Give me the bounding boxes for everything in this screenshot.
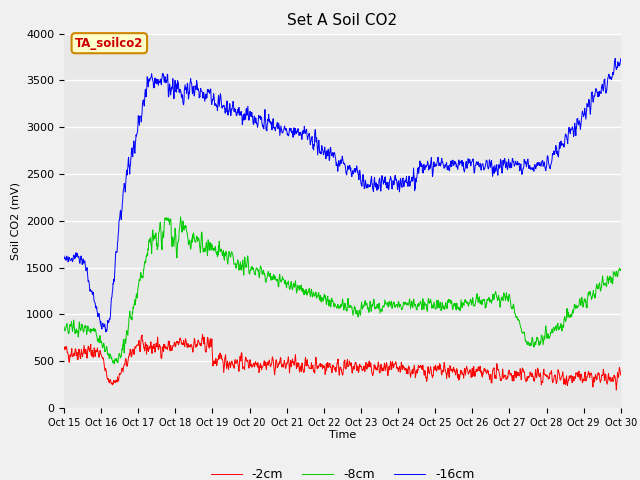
-2cm: [126, 352, 134, 358]
Legend: -2cm, -8cm, -16cm: -2cm, -8cm, -16cm: [205, 463, 479, 480]
-8cm: [297, 282, 305, 288]
-2cm: [198, 332, 206, 337]
-16cm: [318, 144, 326, 150]
X-axis label: Time: Time: [329, 431, 356, 441]
-8cm: [60, 324, 68, 329]
Text: TA_soilco2: TA_soilco2: [75, 36, 143, 50]
-2cm: [297, 363, 305, 369]
-8cm: [319, 296, 326, 301]
-8cm: [617, 267, 625, 273]
Line: -2cm: -2cm: [64, 335, 621, 390]
-8cm: [110, 361, 118, 367]
-16cm: [126, 162, 134, 168]
-8cm: [103, 345, 111, 351]
Title: Set A Soil CO2: Set A Soil CO2: [287, 13, 397, 28]
-8cm: [126, 312, 134, 318]
-16cm: [60, 253, 68, 259]
-2cm: [318, 362, 326, 368]
-8cm: [378, 307, 385, 312]
-16cm: [308, 133, 316, 139]
-16cm: [297, 130, 305, 135]
-8cm: [177, 214, 184, 220]
Line: -8cm: -8cm: [64, 217, 621, 364]
-2cm: [103, 375, 111, 381]
-2cm: [378, 361, 385, 367]
-16cm: [102, 329, 110, 335]
-2cm: [308, 363, 316, 369]
Y-axis label: Soil CO2 (mV): Soil CO2 (mV): [11, 182, 20, 260]
-2cm: [60, 347, 68, 353]
-2cm: [617, 372, 625, 378]
-16cm: [378, 184, 385, 190]
-8cm: [308, 294, 316, 300]
-2cm: [612, 387, 620, 393]
Line: -16cm: -16cm: [64, 59, 621, 332]
-16cm: [617, 56, 625, 61]
-16cm: [104, 321, 111, 326]
-16cm: [611, 56, 619, 61]
